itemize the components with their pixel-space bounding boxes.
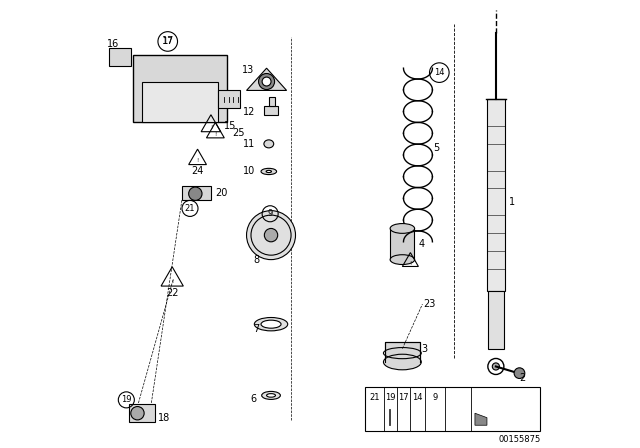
- Text: !: !: [409, 260, 412, 266]
- Polygon shape: [129, 404, 156, 422]
- Text: 24: 24: [191, 167, 204, 177]
- Text: 00155875: 00155875: [498, 435, 540, 444]
- Ellipse shape: [264, 140, 274, 148]
- Polygon shape: [385, 342, 420, 362]
- Polygon shape: [488, 291, 504, 349]
- Polygon shape: [218, 90, 240, 108]
- Text: 1: 1: [509, 197, 515, 207]
- Polygon shape: [109, 48, 131, 66]
- Circle shape: [259, 73, 275, 90]
- Text: 7: 7: [253, 323, 260, 334]
- Circle shape: [514, 368, 525, 379]
- Circle shape: [262, 77, 271, 86]
- Polygon shape: [388, 409, 390, 425]
- Text: 12: 12: [243, 107, 255, 117]
- Text: 2: 2: [520, 373, 525, 383]
- Text: 19: 19: [385, 393, 396, 402]
- Text: !: !: [214, 132, 216, 137]
- Text: 5: 5: [433, 143, 440, 153]
- Ellipse shape: [267, 394, 275, 397]
- Text: 4: 4: [419, 239, 425, 249]
- Polygon shape: [475, 413, 487, 425]
- Text: 23: 23: [423, 299, 436, 309]
- Ellipse shape: [390, 224, 415, 233]
- Polygon shape: [269, 97, 275, 106]
- Text: 17: 17: [163, 37, 173, 46]
- Text: 16: 16: [107, 39, 120, 49]
- Ellipse shape: [400, 413, 407, 422]
- Text: 14: 14: [412, 393, 422, 402]
- Text: 11: 11: [243, 139, 255, 149]
- Text: 17: 17: [398, 393, 409, 402]
- Text: !: !: [196, 158, 198, 163]
- Text: 21: 21: [369, 393, 380, 402]
- Text: 21: 21: [185, 204, 195, 213]
- Polygon shape: [264, 106, 278, 115]
- Ellipse shape: [266, 170, 271, 172]
- Ellipse shape: [261, 320, 281, 328]
- Text: 19: 19: [121, 396, 132, 405]
- Polygon shape: [365, 387, 540, 431]
- Ellipse shape: [261, 168, 276, 175]
- Text: !: !: [210, 125, 212, 130]
- Polygon shape: [390, 228, 414, 260]
- Text: 22: 22: [166, 288, 179, 298]
- Ellipse shape: [383, 354, 421, 370]
- Polygon shape: [246, 68, 287, 90]
- Ellipse shape: [262, 392, 280, 400]
- Circle shape: [189, 187, 202, 200]
- Polygon shape: [142, 82, 218, 121]
- Circle shape: [492, 363, 499, 370]
- Text: 25: 25: [232, 128, 244, 138]
- Polygon shape: [487, 99, 505, 291]
- Ellipse shape: [430, 413, 440, 422]
- Circle shape: [131, 406, 144, 420]
- Text: 9: 9: [432, 393, 438, 402]
- Text: 10: 10: [243, 167, 255, 177]
- Text: 8: 8: [254, 254, 260, 265]
- Ellipse shape: [371, 414, 378, 422]
- Text: !: !: [171, 279, 173, 284]
- Polygon shape: [133, 55, 227, 121]
- Ellipse shape: [433, 415, 437, 420]
- Polygon shape: [182, 186, 211, 199]
- Text: 18: 18: [157, 413, 170, 422]
- Text: 3: 3: [422, 344, 428, 353]
- Text: 13: 13: [242, 65, 254, 75]
- Ellipse shape: [390, 255, 415, 264]
- Text: 6: 6: [251, 393, 257, 404]
- Text: 17: 17: [161, 36, 174, 46]
- Text: 15: 15: [224, 121, 237, 131]
- Text: 14: 14: [434, 68, 445, 77]
- Ellipse shape: [254, 318, 288, 331]
- Text: 20: 20: [216, 188, 228, 198]
- Circle shape: [264, 228, 278, 242]
- Circle shape: [246, 211, 296, 260]
- Ellipse shape: [412, 414, 422, 422]
- Text: 9: 9: [268, 209, 273, 218]
